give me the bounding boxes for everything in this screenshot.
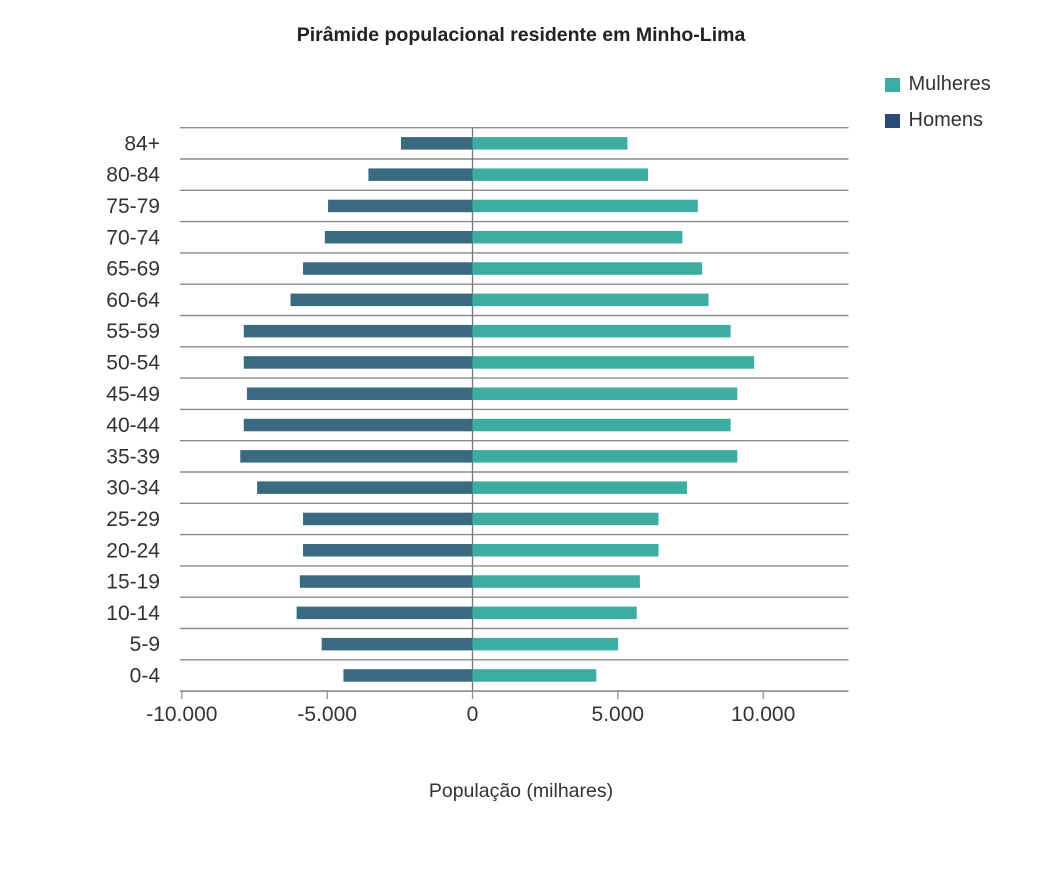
svg-text:50-54: 50-54 (106, 351, 160, 374)
svg-text:-5.000: -5.000 (297, 703, 357, 726)
svg-text:10-14: 10-14 (106, 602, 160, 625)
svg-text:40-44: 40-44 (106, 414, 160, 437)
svg-text:20-24: 20-24 (106, 539, 160, 562)
svg-text:10.000: 10.000 (731, 703, 795, 726)
svg-text:5-9: 5-9 (130, 633, 160, 656)
svg-text:45-49: 45-49 (106, 383, 160, 406)
svg-text:60-64: 60-64 (106, 289, 160, 312)
svg-text:0-4: 0-4 (130, 664, 161, 687)
svg-text:15-19: 15-19 (106, 571, 160, 594)
svg-text:5.000: 5.000 (592, 703, 645, 726)
svg-text:65-69: 65-69 (106, 258, 160, 281)
svg-text:-10.000: -10.000 (146, 703, 217, 726)
svg-text:35-39: 35-39 (106, 445, 160, 468)
svg-text:30-34: 30-34 (106, 477, 160, 500)
svg-text:70-74: 70-74 (106, 226, 160, 249)
svg-text:55-59: 55-59 (106, 320, 160, 343)
svg-text:84+: 84+ (124, 132, 160, 155)
svg-text:25-29: 25-29 (106, 508, 160, 531)
svg-text:0: 0 (467, 703, 479, 726)
svg-text:80-84: 80-84 (106, 164, 160, 187)
svg-text:75-79: 75-79 (106, 195, 160, 218)
